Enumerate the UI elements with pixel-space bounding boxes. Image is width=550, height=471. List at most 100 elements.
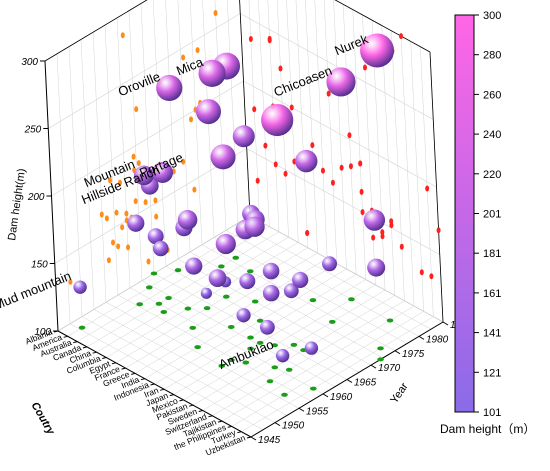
- year-tick-label: 1960: [330, 392, 353, 403]
- country-tick-mark: [63, 335, 68, 338]
- floor-projection: [329, 319, 336, 324]
- back-edge: [239, 0, 251, 217]
- wall-projection-year: [273, 161, 278, 168]
- year-tick-label: 1975: [402, 349, 425, 360]
- country-tick-mark: [208, 415, 213, 418]
- dam-sphere: [152, 161, 174, 183]
- top-edge: [44, 0, 148, 62]
- wall-projection-year: [362, 64, 367, 71]
- floor-projection: [242, 360, 250, 365]
- wall-projection-country: [111, 239, 115, 246]
- wall-projection-country: [120, 32, 125, 39]
- colorbar-tick-label: 260: [483, 89, 501, 101]
- country-tick-mark: [73, 341, 78, 344]
- colorbar-tick-label: 300: [483, 10, 501, 22]
- year-tick-label: 1945: [258, 435, 281, 446]
- dam-sphere: [304, 341, 319, 355]
- wall-projection-country: [153, 197, 158, 204]
- year-gridline: [189, 251, 384, 359]
- year-gridline: [56, 53, 71, 324]
- wall-projection-year: [419, 269, 424, 276]
- colorbar-tick-label: 121: [483, 367, 501, 379]
- year-gridline: [105, 302, 300, 409]
- floor-projection: [78, 325, 86, 330]
- dam-sphere: [195, 99, 221, 125]
- wall-projection-year: [348, 163, 353, 170]
- country-tick-mark: [246, 436, 252, 439]
- floor-projection: [189, 325, 197, 330]
- year-tick-mark: [298, 407, 305, 412]
- floor-projection: [155, 301, 163, 306]
- country-gridline: [248, 0, 260, 222]
- wall-projection-year: [305, 229, 310, 236]
- dam-sphere: [275, 348, 290, 363]
- wall-projection-year: [339, 164, 344, 171]
- year-tick-mark: [322, 393, 329, 398]
- wall-projection-year: [358, 160, 363, 167]
- year-tick-mark: [418, 335, 425, 340]
- colorbar-tick-label: 201: [483, 209, 501, 221]
- year-gridline: [165, 266, 360, 373]
- year-tick-mark: [394, 350, 401, 355]
- country-gridline: [333, 0, 347, 270]
- colorbar-tick-label: 240: [483, 129, 501, 141]
- country-tick-mark: [237, 431, 242, 434]
- country-tick-mark: [150, 383, 155, 386]
- country-gridline: [276, 0, 289, 238]
- dam-sphere: [360, 33, 395, 68]
- year-gridline: [165, 0, 179, 260]
- wall-projection-year: [330, 179, 335, 186]
- dam-sphere: [260, 319, 275, 335]
- dam-sphere: [208, 269, 227, 287]
- wall-projection-year: [399, 243, 404, 250]
- wall-projection-country: [126, 244, 131, 251]
- year-gridline: [227, 0, 239, 224]
- tick-labels: 100150200250300AlbaniaAmericaAustraliaCa…: [21, 57, 472, 458]
- colorbar-tick-label: 181: [483, 248, 501, 260]
- country-gridline: [410, 41, 424, 312]
- z-tick-label: 150: [31, 260, 48, 271]
- wall-projection-country: [189, 116, 194, 123]
- floor-projection: [285, 367, 293, 372]
- country-tick-mark: [140, 378, 145, 381]
- dam-sphere: [156, 74, 183, 102]
- wall-projection-country: [213, 10, 218, 17]
- wall-projection-country: [134, 106, 139, 113]
- country-tick-mark: [111, 362, 117, 365]
- colorbar-gradient: [454, 14, 475, 413]
- floor-projection: [271, 343, 278, 348]
- year-tick-label: 1970: [378, 363, 401, 374]
- floor-projection: [377, 357, 384, 362]
- dam-sphere: [236, 308, 251, 323]
- floor-projection: [281, 392, 288, 397]
- floor-projection: [218, 264, 225, 269]
- wall-projection-year: [371, 234, 376, 241]
- wall-projection-country: [195, 47, 200, 54]
- country-gridline: [305, 0, 318, 254]
- dam-sphere: [73, 280, 87, 294]
- year-tick-mark: [274, 422, 281, 427]
- wall-projection-year: [320, 167, 325, 174]
- wall-projection-country: [133, 198, 138, 205]
- year-tick-mark: [370, 364, 377, 369]
- z-tick-label: 100: [34, 327, 51, 338]
- country-tick-mark: [102, 357, 107, 359]
- floor-projection: [377, 346, 384, 351]
- dam-sphere: [152, 240, 169, 257]
- back-edge: [429, 51, 444, 323]
- top-edge: [334, 0, 431, 53]
- wall-projection-country: [143, 199, 148, 206]
- wall-projection-year: [289, 104, 294, 111]
- wall-projection-year: [326, 90, 331, 97]
- dam-sphere: [295, 149, 318, 173]
- country-gridline: [314, 0, 328, 259]
- floor-projection: [194, 345, 201, 350]
- country-tick-mark: [188, 404, 194, 407]
- colorbar-tick-label: 161: [483, 288, 501, 300]
- year-gridline: [177, 0, 191, 252]
- x-axis-label: Coutry: [29, 400, 58, 437]
- dam-sphere: [262, 284, 280, 302]
- country-tick-mark: [53, 330, 59, 333]
- wall-projection-year: [310, 142, 315, 149]
- floor-projection: [246, 269, 254, 274]
